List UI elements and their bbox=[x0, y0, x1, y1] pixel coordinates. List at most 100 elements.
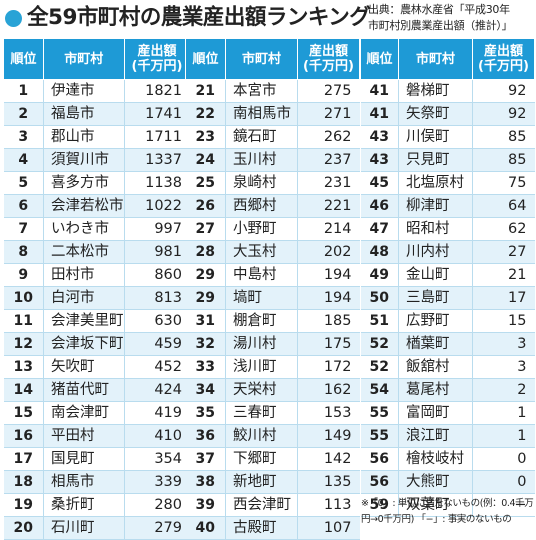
rank-cell: 6 bbox=[3, 194, 44, 218]
table-row: 3 郡山市 1711 bbox=[3, 125, 190, 149]
rank-cell: 8 bbox=[3, 240, 44, 264]
table-row: 10 白河市 813 bbox=[3, 286, 190, 310]
municipality-cell: 泉崎村 bbox=[225, 171, 298, 195]
value-cell: 175 bbox=[297, 332, 360, 356]
value-cell: 135 bbox=[297, 470, 360, 494]
municipality-cell: 会津若松市 bbox=[43, 194, 125, 218]
municipality-cell: 大熊町 bbox=[398, 470, 473, 494]
rank-cell: 34 bbox=[185, 378, 226, 402]
value-cell: − bbox=[472, 493, 535, 517]
table-row: 6 会津若松市 1022 bbox=[3, 194, 190, 218]
table-row: 34 天栄村 162 bbox=[185, 378, 360, 402]
rank-cell: 32 bbox=[185, 332, 226, 356]
rank-cell: 46 bbox=[360, 194, 399, 218]
rank-cell: 43 bbox=[360, 148, 399, 172]
col-header-value: 産出額 (千万円) bbox=[297, 38, 360, 80]
table-row: 55 浪江町 1 bbox=[360, 424, 535, 448]
municipality-cell: 三島町 bbox=[398, 286, 473, 310]
municipality-cell: 西会津町 bbox=[225, 493, 298, 517]
table-row: 13 矢吹町 452 bbox=[3, 355, 190, 379]
value-cell: 27 bbox=[472, 240, 535, 264]
value-cell: 459 bbox=[124, 332, 190, 356]
value-cell: 1741 bbox=[124, 102, 190, 126]
value-cell: 85 bbox=[472, 125, 535, 149]
rank-cell: 54 bbox=[360, 378, 399, 402]
rank-cell: 18 bbox=[3, 470, 44, 494]
col-header-value: 産出額 (千万円) bbox=[123, 38, 191, 80]
municipality-cell: 南相馬市 bbox=[225, 102, 298, 126]
municipality-cell: 西郷村 bbox=[225, 194, 298, 218]
rank-cell: 28 bbox=[185, 240, 226, 264]
table-row: 15 南会津町 419 bbox=[3, 401, 190, 425]
rank-cell: 21 bbox=[185, 79, 226, 103]
municipality-cell: 富岡町 bbox=[398, 401, 473, 425]
municipality-cell: 田村市 bbox=[43, 263, 125, 287]
value-cell: 1821 bbox=[124, 79, 190, 103]
municipality-cell: 古殿町 bbox=[225, 516, 298, 540]
value-cell: 92 bbox=[472, 102, 535, 126]
table-row: 18 相馬市 339 bbox=[3, 470, 190, 494]
rank-cell: 35 bbox=[185, 401, 226, 425]
municipality-cell: 柳津町 bbox=[398, 194, 473, 218]
value-cell: 262 bbox=[297, 125, 360, 149]
rank-cell: 37 bbox=[185, 447, 226, 471]
table-row: 23 鏡石町 262 bbox=[185, 125, 360, 149]
rank-cell: 52 bbox=[360, 355, 399, 379]
rank-cell: 36 bbox=[185, 424, 226, 448]
municipality-cell: 大玉村 bbox=[225, 240, 298, 264]
municipality-cell: 北塩原村 bbox=[398, 171, 473, 195]
table-row: 17 国見町 354 bbox=[3, 447, 190, 471]
value-cell: 113 bbox=[297, 493, 360, 517]
value-cell: 64 bbox=[472, 194, 535, 218]
value-cell: 21 bbox=[472, 263, 535, 287]
table-row: 21 本宮市 275 bbox=[185, 79, 360, 103]
table-row: 46 柳津町 64 bbox=[360, 194, 535, 218]
value-cell: 279 bbox=[124, 516, 190, 540]
col-header-value-line1: 産出額 bbox=[483, 44, 523, 59]
value-cell: 997 bbox=[124, 217, 190, 241]
municipality-cell: 本宮市 bbox=[225, 79, 298, 103]
value-cell: 75 bbox=[472, 171, 535, 195]
value-cell: 162 bbox=[297, 378, 360, 402]
rank-cell: 1 bbox=[3, 79, 44, 103]
table-row: 54 葛尾村 2 bbox=[360, 378, 535, 402]
table-row: 25 泉崎村 231 bbox=[185, 171, 360, 195]
table-row: 40 古殿町 107 bbox=[185, 516, 360, 540]
source-line-2: 市町村別農業産出額（推計）」 bbox=[368, 19, 513, 32]
table-row: 4 須賀川市 1337 bbox=[3, 148, 190, 172]
table-row: 20 石川町 279 bbox=[3, 516, 190, 540]
table-row: 7 いわき市 997 bbox=[3, 217, 190, 241]
ranking-table-1: 順位 市町村 産出額 (千万円) 1 伊達市 1821 2 福島市 1741 3 郡山市 1711… bbox=[3, 38, 191, 540]
rank-cell: 25 bbox=[185, 171, 226, 195]
rank-cell: 51 bbox=[360, 309, 399, 333]
value-cell: 17 bbox=[472, 286, 535, 310]
municipality-cell: 浪江町 bbox=[398, 424, 473, 448]
col-header-name: 市町村 bbox=[398, 38, 473, 80]
table-row: 45 北塩原村 75 bbox=[360, 171, 535, 195]
table-row: 41 磐梯町 92 bbox=[360, 79, 535, 103]
col-header-rank: 順位 bbox=[3, 38, 44, 80]
municipality-cell: 只見町 bbox=[398, 148, 473, 172]
rank-cell: 20 bbox=[3, 516, 44, 540]
municipality-cell: 新地町 bbox=[225, 470, 298, 494]
rank-cell: 23 bbox=[185, 125, 226, 149]
rank-cell: 13 bbox=[3, 355, 44, 379]
rank-cell: 14 bbox=[3, 378, 44, 402]
municipality-cell: 小野町 bbox=[225, 217, 298, 241]
rank-cell: 7 bbox=[3, 217, 44, 241]
rank-cell: 52 bbox=[360, 332, 399, 356]
rank-cell: 27 bbox=[185, 217, 226, 241]
table-row: 56 檜枝岐村 0 bbox=[360, 447, 535, 471]
table-row: 38 新地町 135 bbox=[185, 470, 360, 494]
rank-cell: 59 bbox=[360, 493, 399, 517]
rank-cell: 22 bbox=[185, 102, 226, 126]
table-row: 35 三春町 153 bbox=[185, 401, 360, 425]
table-row: 9 田村市 860 bbox=[3, 263, 190, 287]
municipality-cell: 鏡石町 bbox=[225, 125, 298, 149]
municipality-cell: 猪苗代町 bbox=[43, 378, 125, 402]
rank-cell: 43 bbox=[360, 125, 399, 149]
municipality-cell: 昭和村 bbox=[398, 217, 473, 241]
rank-cell: 49 bbox=[360, 263, 399, 287]
value-cell: 1337 bbox=[124, 148, 190, 172]
value-cell: 0 bbox=[472, 447, 535, 471]
